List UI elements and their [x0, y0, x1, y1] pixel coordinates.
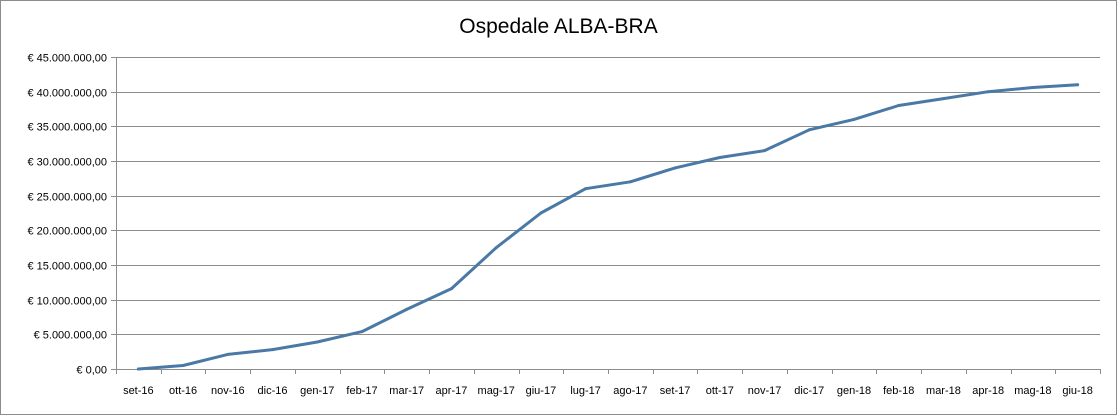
x-tick-label: mag-17 — [478, 385, 515, 397]
data-point — [942, 97, 945, 101]
y-tick-label: € 0,00 — [76, 365, 107, 377]
y-tick-labels: € 0,00 € 5.000.000,00 € 10.000.000,00 € 15.… — [27, 53, 107, 377]
x-tick-labels: set-16 ott-16 nov-16 dic-16 gen-17 feb-17 mar-… — [123, 385, 1093, 397]
data-point — [852, 117, 856, 121]
x-tick-label: feb-17 — [346, 385, 377, 397]
y-tick-label: € 15.000.000,00 — [27, 261, 107, 273]
data-point — [271, 348, 274, 352]
y-tick-label: € 30.000.000,00 — [27, 157, 107, 169]
y-tick-label: € 20.000.000,00 — [27, 226, 107, 238]
data-point — [673, 166, 677, 170]
data-point — [136, 367, 140, 371]
x-tick-label: lug-17 — [570, 385, 601, 397]
x-tick-label: gen-18 — [837, 385, 871, 397]
series — [136, 83, 1080, 371]
x-tick-label: nov-16 — [211, 385, 245, 397]
x-tick-label: giu-18 — [1062, 385, 1093, 397]
data-point — [315, 340, 319, 344]
series-line — [136, 83, 1080, 371]
x-tick-label: ott-17 — [706, 385, 734, 397]
data-point — [584, 187, 588, 191]
x-tick-label: mar-18 — [926, 385, 961, 397]
y-tick-label: € 10.000.000,00 — [27, 296, 107, 308]
data-point — [1076, 83, 1080, 87]
data-point — [181, 364, 185, 367]
y-tick-label: € 35.000.000,00 — [27, 122, 107, 134]
x-tick-label: gen-17 — [300, 385, 334, 397]
data-point — [628, 180, 632, 184]
axes — [111, 57, 1101, 374]
x-tick-label: ott-16 — [169, 385, 197, 397]
gridlines — [116, 57, 1100, 335]
data-point — [360, 330, 364, 334]
data-point — [807, 128, 811, 132]
y-tick-label: € 5.000.000,00 — [34, 330, 107, 342]
x-tick-label: mag-18 — [1014, 385, 1051, 397]
data-point — [539, 211, 543, 215]
x-tick-label: set-17 — [660, 385, 691, 397]
data-point — [763, 149, 766, 153]
x-tick-label: ago-17 — [613, 385, 647, 397]
y-tick-label: € 45.000.000,00 — [27, 53, 107, 65]
data-point — [1031, 86, 1035, 89]
x-tick-label: nov-17 — [748, 385, 782, 397]
data-point — [450, 287, 453, 291]
data-point — [226, 352, 230, 356]
x-tick-label: set-16 — [123, 385, 154, 397]
chart-title: Ospedale ALBA-BRA — [459, 15, 658, 38]
x-tick-label: apr-17 — [436, 385, 468, 397]
data-point — [718, 156, 722, 159]
data-point — [986, 90, 990, 94]
x-tick-label: dic-17 — [794, 385, 824, 397]
data-point — [405, 307, 409, 311]
data-point — [897, 104, 901, 107]
x-tick-label: giu-17 — [526, 385, 557, 397]
y-tick-label: € 25.000.000,00 — [27, 192, 107, 204]
y-tick-label: € 40.000.000,00 — [27, 88, 107, 100]
x-tick-label: dic-16 — [258, 385, 288, 397]
x-tick-label: mar-17 — [389, 385, 424, 397]
x-tick-label: apr-18 — [972, 385, 1004, 397]
x-tick-label: feb-18 — [883, 385, 914, 397]
data-point — [494, 246, 498, 250]
